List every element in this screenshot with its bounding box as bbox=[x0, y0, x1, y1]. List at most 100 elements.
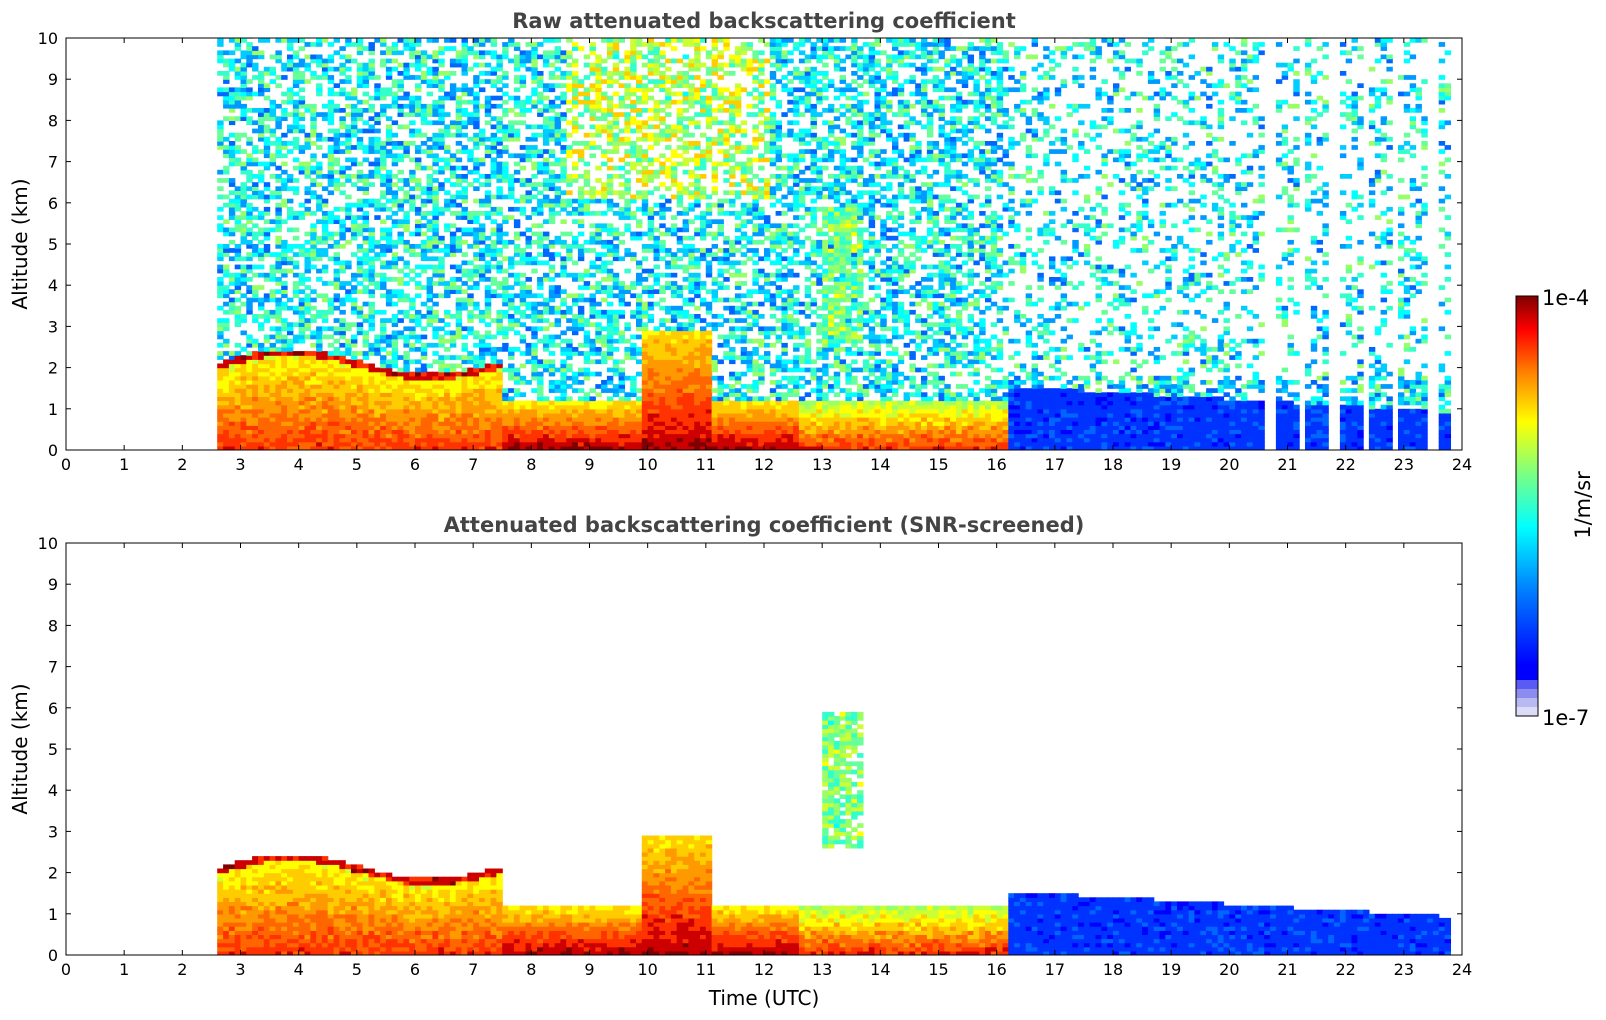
heatmap-cell bbox=[502, 277, 509, 282]
heatmap-cell bbox=[583, 445, 591, 450]
heatmap-cell bbox=[397, 277, 404, 282]
heatmap-cell bbox=[269, 128, 277, 134]
heatmap-cell bbox=[298, 301, 306, 307]
heatmap-cell bbox=[287, 215, 294, 220]
heatmap-cell bbox=[345, 54, 352, 60]
heatmap-cell bbox=[449, 384, 457, 389]
heatmap-cell bbox=[449, 169, 457, 175]
heatmap-cell bbox=[420, 215, 428, 220]
heatmap-cell bbox=[240, 95, 247, 101]
heatmap-cell bbox=[397, 408, 404, 414]
heatmap-cell bbox=[263, 252, 271, 257]
heatmap-cell bbox=[380, 326, 387, 332]
heatmap-cell bbox=[263, 116, 271, 122]
heatmap-cell bbox=[252, 186, 259, 192]
heatmap-cell bbox=[333, 326, 341, 332]
heatmap-cell bbox=[234, 417, 242, 422]
heatmap-cell bbox=[525, 421, 532, 426]
heatmap-cell bbox=[595, 400, 602, 406]
heatmap-cell bbox=[339, 417, 346, 422]
heatmap-cell bbox=[345, 75, 352, 80]
heatmap-cell bbox=[513, 318, 521, 323]
heatmap-cell bbox=[281, 62, 288, 68]
heatmap-cell bbox=[240, 301, 247, 307]
heatmap-cell bbox=[479, 396, 486, 402]
heatmap-cell bbox=[630, 351, 637, 356]
heatmap-cell bbox=[333, 425, 341, 431]
heatmap-cell bbox=[403, 351, 410, 356]
heatmap-cell bbox=[281, 182, 288, 187]
heatmap-cell bbox=[228, 202, 236, 208]
heatmap-cell bbox=[560, 392, 567, 398]
heatmap-cell bbox=[292, 334, 300, 340]
heatmap-cell bbox=[380, 417, 387, 422]
heatmap-cell bbox=[374, 128, 381, 134]
heatmap-cell bbox=[252, 388, 259, 393]
heatmap-cell bbox=[269, 79, 277, 84]
heatmap-cell bbox=[345, 141, 352, 146]
heatmap-cell bbox=[444, 408, 451, 414]
heatmap-cell bbox=[449, 124, 457, 130]
heatmap-cell bbox=[519, 182, 527, 187]
heatmap-cell bbox=[630, 161, 637, 167]
heatmap-cell bbox=[316, 54, 323, 60]
heatmap-cell bbox=[385, 124, 393, 130]
heatmap-cell bbox=[327, 244, 335, 249]
heatmap-cell bbox=[223, 351, 230, 356]
heatmap-cell bbox=[479, 388, 486, 393]
heatmap-cell bbox=[275, 120, 282, 126]
heatmap-cell bbox=[269, 161, 277, 167]
heatmap-cell bbox=[397, 83, 404, 89]
heatmap-cell bbox=[513, 198, 521, 204]
heatmap-cell bbox=[543, 363, 550, 369]
heatmap-cell bbox=[304, 248, 311, 253]
heatmap-cell bbox=[339, 260, 346, 266]
heatmap-cell bbox=[566, 50, 573, 56]
heatmap-cell bbox=[246, 437, 253, 443]
heatmap-cell bbox=[589, 429, 596, 435]
heatmap-cell bbox=[339, 429, 346, 435]
heatmap-cell bbox=[269, 371, 277, 377]
heatmap-cell bbox=[484, 400, 492, 406]
heatmap-cell bbox=[321, 235, 329, 241]
heatmap-cell bbox=[246, 363, 253, 369]
heatmap-cell bbox=[461, 46, 468, 51]
heatmap-cell bbox=[321, 396, 329, 402]
heatmap-cell bbox=[560, 198, 567, 204]
heatmap-cell bbox=[572, 404, 579, 410]
heatmap-cell bbox=[246, 367, 253, 373]
heatmap-cell bbox=[455, 116, 463, 122]
heatmap-cell bbox=[589, 83, 596, 89]
heatmap-cell bbox=[304, 392, 311, 398]
heatmap-cell bbox=[275, 235, 282, 241]
heatmap-cell bbox=[572, 116, 579, 122]
heatmap-cell bbox=[531, 404, 538, 410]
heatmap-cell bbox=[467, 301, 474, 307]
heatmap-cell bbox=[246, 252, 253, 257]
heatmap-cell bbox=[496, 248, 503, 253]
heatmap-cell bbox=[403, 342, 410, 348]
heatmap-cell bbox=[490, 429, 498, 435]
heatmap-cell bbox=[234, 157, 242, 163]
heatmap-cell bbox=[252, 206, 259, 212]
heatmap-cell bbox=[490, 219, 498, 225]
heatmap-cell bbox=[653, 421, 660, 426]
heatmap-cell bbox=[531, 186, 538, 192]
heatmap-cell bbox=[484, 334, 492, 340]
heatmap-cell bbox=[432, 227, 439, 233]
heatmap-cell bbox=[467, 227, 474, 233]
heatmap-cell bbox=[368, 412, 375, 418]
heatmap-cell bbox=[589, 235, 596, 241]
heatmap-cell bbox=[537, 326, 544, 332]
heatmap-cell bbox=[345, 215, 352, 220]
heatmap-cell bbox=[554, 289, 562, 295]
heatmap-cell bbox=[595, 433, 602, 439]
heatmap-cell bbox=[455, 318, 463, 323]
heatmap-cell bbox=[362, 289, 370, 295]
heatmap-cell bbox=[339, 330, 346, 336]
heatmap-cell bbox=[513, 347, 521, 352]
heatmap-cell bbox=[473, 363, 480, 369]
heatmap-cell bbox=[548, 293, 556, 299]
heatmap-cell bbox=[479, 429, 486, 435]
heatmap-cell bbox=[461, 71, 468, 76]
